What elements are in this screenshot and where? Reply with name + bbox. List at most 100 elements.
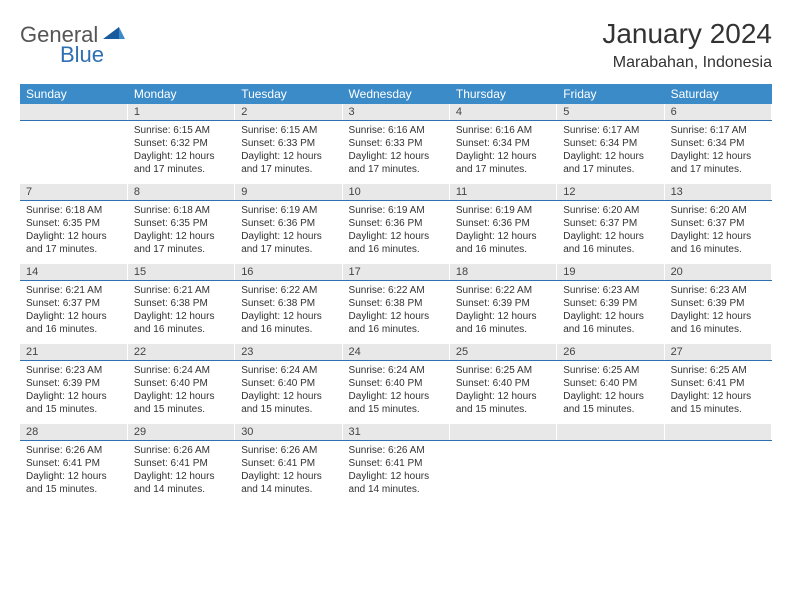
sunrise-line: Sunrise: 6:23 AM [671,284,765,297]
sunset-line: Sunset: 6:36 PM [241,217,335,230]
sunrise-line: Sunrise: 6:22 AM [241,284,335,297]
day-number: 5 [557,104,664,121]
sunrise-line: Sunrise: 6:24 AM [134,364,228,377]
day-number [664,424,771,441]
day-number: 14 [20,264,127,281]
sunrise-line: Sunrise: 6:21 AM [134,284,228,297]
day-number: 15 [127,264,234,281]
day-number: 6 [664,104,771,121]
day-header: Wednesday [342,84,449,104]
sunrise-line: Sunrise: 6:25 AM [456,364,550,377]
day-cell [20,121,127,185]
sunset-line: Sunset: 6:41 PM [134,457,228,470]
day-cell [664,441,771,505]
sunset-line: Sunset: 6:41 PM [671,377,765,390]
sunrise-line: Sunrise: 6:26 AM [241,444,335,457]
day-number: 29 [127,424,234,441]
calendar-page: GeneralBlue January 2024 Marabahan, Indo… [0,0,792,514]
day-cell: Sunrise: 6:22 AMSunset: 6:39 PMDaylight:… [449,281,556,345]
day-cell: Sunrise: 6:24 AMSunset: 6:40 PMDaylight:… [127,361,234,425]
day-cell: Sunrise: 6:26 AMSunset: 6:41 PMDaylight:… [342,441,449,505]
sunset-line: Sunset: 6:36 PM [456,217,550,230]
sunrise-line: Sunrise: 6:18 AM [134,204,228,217]
sunrise-line: Sunrise: 6:15 AM [241,124,335,137]
sunset-line: Sunset: 6:41 PM [26,457,121,470]
sunrise-line: Sunrise: 6:17 AM [671,124,765,137]
day-cell: Sunrise: 6:16 AMSunset: 6:34 PMDaylight:… [449,121,556,185]
day-header: Friday [557,84,664,104]
day-number: 9 [235,184,342,201]
sunset-line: Sunset: 6:38 PM [134,297,228,310]
sunset-line: Sunset: 6:40 PM [134,377,228,390]
sunset-line: Sunset: 6:39 PM [671,297,765,310]
day-cell: Sunrise: 6:26 AMSunset: 6:41 PMDaylight:… [235,441,342,505]
sunset-line: Sunset: 6:37 PM [671,217,765,230]
sunset-line: Sunset: 6:40 PM [563,377,657,390]
sunrise-line: Sunrise: 6:24 AM [349,364,443,377]
sunset-line: Sunset: 6:35 PM [134,217,228,230]
sunrise-line: Sunrise: 6:16 AM [349,124,443,137]
week-daynum-row: 21222324252627 [20,344,772,361]
sunset-line: Sunset: 6:35 PM [26,217,121,230]
day-cell [557,441,664,505]
week-daynum-row: 78910111213 [20,184,772,201]
day-number [557,424,664,441]
month-title: January 2024 [602,18,772,50]
sunset-line: Sunset: 6:38 PM [241,297,335,310]
week-daynum-row: 28293031 [20,424,772,441]
daylight-line: Daylight: 12 hours and 17 minutes. [241,230,335,256]
day-number: 13 [664,184,771,201]
daylight-line: Daylight: 12 hours and 16 minutes. [134,310,228,336]
sunrise-line: Sunrise: 6:19 AM [241,204,335,217]
sunset-line: Sunset: 6:38 PM [349,297,443,310]
daylight-line: Daylight: 12 hours and 14 minutes. [134,470,228,496]
day-header: Tuesday [235,84,342,104]
sunset-line: Sunset: 6:40 PM [456,377,550,390]
day-cell: Sunrise: 6:19 AMSunset: 6:36 PMDaylight:… [235,201,342,265]
daylight-line: Daylight: 12 hours and 17 minutes. [456,150,550,176]
day-number: 10 [342,184,449,201]
day-number: 25 [449,344,556,361]
week-daynum-row: 123456 [20,104,772,121]
day-cell: Sunrise: 6:20 AMSunset: 6:37 PMDaylight:… [664,201,771,265]
day-number: 31 [342,424,449,441]
daylight-line: Daylight: 12 hours and 16 minutes. [671,230,765,256]
sunset-line: Sunset: 6:34 PM [456,137,550,150]
daylight-line: Daylight: 12 hours and 15 minutes. [563,390,657,416]
daylight-line: Daylight: 12 hours and 14 minutes. [349,470,443,496]
sunset-line: Sunset: 6:32 PM [134,137,228,150]
sunrise-line: Sunrise: 6:19 AM [349,204,443,217]
day-number [20,104,127,121]
day-cell: Sunrise: 6:25 AMSunset: 6:41 PMDaylight:… [664,361,771,425]
daylight-line: Daylight: 12 hours and 17 minutes. [349,150,443,176]
daylight-line: Daylight: 12 hours and 17 minutes. [134,150,228,176]
calendar-header-row: SundayMondayTuesdayWednesdayThursdayFrid… [20,84,772,104]
logo: GeneralBlue [20,18,123,68]
sunset-line: Sunset: 6:34 PM [671,137,765,150]
day-cell: Sunrise: 6:17 AMSunset: 6:34 PMDaylight:… [557,121,664,185]
day-cell: Sunrise: 6:18 AMSunset: 6:35 PMDaylight:… [127,201,234,265]
day-number: 2 [235,104,342,121]
daylight-line: Daylight: 12 hours and 15 minutes. [671,390,765,416]
week-content-row: Sunrise: 6:23 AMSunset: 6:39 PMDaylight:… [20,361,772,425]
day-cell: Sunrise: 6:22 AMSunset: 6:38 PMDaylight:… [235,281,342,345]
daylight-line: Daylight: 12 hours and 16 minutes. [563,230,657,256]
day-header: Thursday [449,84,556,104]
day-number: 24 [342,344,449,361]
sunrise-line: Sunrise: 6:19 AM [456,204,550,217]
day-cell: Sunrise: 6:18 AMSunset: 6:35 PMDaylight:… [20,201,127,265]
sunrise-line: Sunrise: 6:16 AM [456,124,550,137]
day-number: 18 [449,264,556,281]
daylight-line: Daylight: 12 hours and 17 minutes. [134,230,228,256]
title-block: January 2024 Marabahan, Indonesia [602,18,772,72]
week-content-row: Sunrise: 6:15 AMSunset: 6:32 PMDaylight:… [20,121,772,185]
sunrise-line: Sunrise: 6:17 AM [563,124,657,137]
day-cell: Sunrise: 6:20 AMSunset: 6:37 PMDaylight:… [557,201,664,265]
day-number: 21 [20,344,127,361]
sunset-line: Sunset: 6:39 PM [456,297,550,310]
week-content-row: Sunrise: 6:21 AMSunset: 6:37 PMDaylight:… [20,281,772,345]
day-number: 22 [127,344,234,361]
day-number: 28 [20,424,127,441]
day-number: 19 [557,264,664,281]
week-content-row: Sunrise: 6:26 AMSunset: 6:41 PMDaylight:… [20,441,772,505]
